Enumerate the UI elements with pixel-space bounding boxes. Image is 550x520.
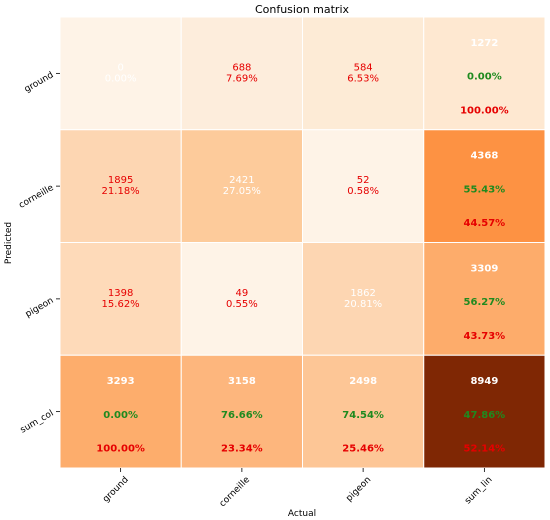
cell-value-label: 74.54% (342, 410, 384, 421)
heatmap-cell-r1-c3 (423, 129, 546, 243)
cell-value-label: 49 (236, 288, 249, 299)
y-tick-labels: ground corneille pigeon sum_col (17, 70, 60, 436)
cell-value-label: 8949 (470, 376, 498, 387)
y-axis-label: Predicted (4, 222, 14, 264)
cell-value-label: 15.62% (102, 299, 140, 310)
y-tick-label: pigeon (24, 296, 56, 320)
cell-value-label: 7.69% (226, 73, 258, 84)
heatmap-cell-r3-c0 (59, 354, 182, 469)
cell-value-label: 0 (117, 62, 123, 73)
cell-value-label: 44.57% (464, 218, 506, 229)
cell-value-label: 76.66% (221, 410, 263, 421)
heatmap-cell-r2-c1 (180, 242, 303, 356)
y-tick-label: corneille (17, 183, 56, 211)
y-tick-label: sum_col (19, 409, 56, 436)
cell-value-label: 1272 (470, 38, 498, 49)
cell-value-label: 100.00% (96, 444, 145, 455)
cell-value-label: 52.14% (464, 444, 506, 455)
heatmap-cell-r0-c2 (302, 16, 425, 131)
cell-value-label: 55.43% (464, 184, 506, 195)
cell-value-label: 43.73% (464, 331, 506, 342)
cell-value-label: 3293 (107, 376, 135, 387)
heatmap-cell-r0-c0 (59, 16, 182, 131)
x-tick-label: pigeon (344, 475, 373, 504)
cell-value-label: 25.46% (342, 444, 384, 455)
x-tick-label: ground (101, 475, 131, 505)
cell-value-label: 584 (354, 62, 373, 73)
cell-value-label: 27.05% (223, 186, 261, 197)
heatmap-cell-r0-c3 (423, 16, 546, 131)
cell-value-label: 3158 (228, 376, 256, 387)
cell-value-label: 0.00% (105, 73, 137, 84)
heatmap-cell-r3-c3 (423, 354, 546, 469)
cell-value-label: 21.18% (102, 186, 140, 197)
cell-value-label: 52 (357, 175, 370, 186)
x-tick-labels: ground corneille pigeon sum_lin (101, 468, 494, 509)
heatmap-cell-r3-c1 (180, 354, 303, 469)
cell-value-label: 47.86% (464, 410, 506, 421)
heatmap-cell-r2-c3 (423, 242, 546, 356)
heatmap-cell-r0-c1 (180, 16, 303, 131)
heatmap-cell-r3-c2 (302, 354, 425, 469)
cell-value-label: 1398 (108, 288, 133, 299)
cell-value-label: 0.00% (467, 72, 502, 83)
heatmap-cell-r1-c0 (59, 129, 182, 243)
cell-value-label: 6.53% (347, 73, 379, 84)
cell-value-label: 23.34% (221, 444, 263, 455)
chart-title: Confusion matrix (255, 3, 350, 16)
y-tick-label: ground (23, 70, 56, 95)
cell-value-label: 3309 (470, 263, 498, 274)
cell-value-label: 2498 (349, 376, 377, 387)
cell-value-label: 56.27% (464, 297, 506, 308)
cell-value-label: 4368 (470, 151, 498, 162)
cell-value-label: 20.81% (344, 299, 382, 310)
x-tick-label: corneille (218, 475, 252, 509)
cell-value-label: 1895 (108, 175, 133, 186)
cell-value-label: 1862 (350, 288, 375, 299)
x-axis-label: Actual (288, 509, 316, 519)
cell-value-label: 2421 (229, 175, 254, 186)
cell-value-label: 0.58% (347, 186, 379, 197)
cell-value-label: 688 (232, 62, 251, 73)
cell-value-label: 0.00% (103, 410, 138, 421)
heatmap-cells: 00.00%6887.69%5846.53%12720.00%100.00%18… (59, 16, 546, 469)
cell-value-label: 100.00% (460, 105, 509, 116)
heatmap-cell-r1-c1 (180, 129, 303, 243)
x-tick-label: sum_lin (463, 475, 494, 506)
cell-value-label: 0.55% (226, 299, 258, 310)
